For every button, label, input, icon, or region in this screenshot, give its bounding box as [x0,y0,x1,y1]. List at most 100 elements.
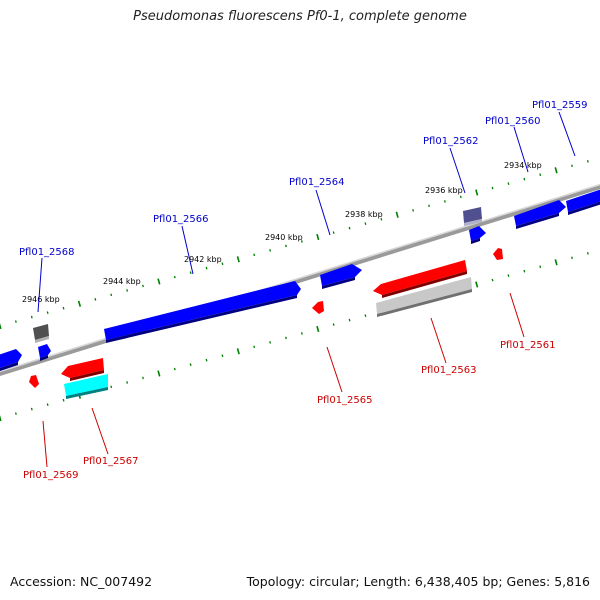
minor-tick [142,376,144,380]
minor-tick [94,298,97,301]
minor-tick [332,323,335,326]
minor-tick [110,385,113,389]
minor-tick [491,278,494,282]
minor-tick [253,253,256,257]
minor-tick [189,271,192,274]
gene-pfl01-2563[interactable] [373,260,467,298]
minor-tick [110,293,113,297]
scale-label: 2936 kbp [425,186,463,195]
minor-tick [507,182,510,185]
minor-tick [221,354,224,358]
major-tick [554,167,558,174]
gene-label[interactable]: Pfl01_2559 [532,100,588,111]
gene-pfl01-2568[interactable] [38,344,51,361]
gene-pfl01-2565[interactable] [312,301,324,314]
gene-pfl01-2559[interactable] [566,188,600,215]
gene-dark-block[interactable] [33,324,49,343]
minor-tick [539,173,542,177]
minor-tick [173,367,176,371]
minor-tick [126,289,129,292]
major-tick [77,300,82,307]
major-tick [0,414,2,422]
gene-pfl01-2562[interactable] [469,226,486,244]
leader-lines [37,111,576,468]
gene-pfl01-2561[interactable] [493,248,503,260]
minor-tick [126,381,129,384]
major-tick [316,325,320,333]
minor-tick [62,398,65,402]
minor-tick [253,345,256,349]
minor-tick [459,195,462,199]
backbone [0,183,600,377]
major-tick [475,189,479,196]
minor-tick [285,336,287,340]
accession-text: Accession: NC_007492 [10,574,153,589]
gene-label[interactable]: Pfl01_2563 [421,365,477,376]
gene-pfl01-2560[interactable] [514,200,566,229]
minor-tick [348,226,351,230]
lower-tick-track [0,252,589,422]
minor-tick [571,164,573,168]
scale-label: 2942 kbp [184,255,222,264]
upper-tick-track [0,160,589,330]
map-title: Pseudomonas fluorescens Pf0-1, complete … [133,9,467,24]
gene-label[interactable]: Pfl01_2569 [23,470,79,481]
major-tick [157,370,161,377]
scale-label: 2946 kbp [22,295,60,304]
scale-label: 2934 kbp [504,161,542,170]
minor-tick [364,222,367,225]
gene-label[interactable]: Pfl01_2567 [83,456,139,467]
minor-tick [62,306,65,310]
minor-tick [189,363,192,366]
gene-pfl01-2566[interactable] [104,281,301,343]
gene-label[interactable]: Pfl01_2566 [153,214,209,225]
gene-purple-block[interactable] [463,207,482,226]
minor-tick [332,231,335,234]
minor-tick [269,341,272,344]
gene-forward-arrow[interactable] [0,349,22,372]
gene-label[interactable]: Pfl01_2562 [423,136,479,147]
gene-pfl01-2569[interactable] [29,375,39,388]
major-tick [157,278,161,285]
scale-label: 2940 kbp [265,233,303,242]
gene-label[interactable]: Pfl01_2568 [19,247,75,258]
forward-genes [0,188,600,372]
minor-tick [380,217,383,221]
minor-tick [46,311,49,314]
minor-tick [205,266,208,270]
minor-tick [491,186,494,190]
gene-label[interactable]: Pfl01_2561 [500,340,556,351]
minor-tick [586,252,589,255]
minor-tick [523,177,526,181]
minor-tick [571,256,573,260]
gene-pfl01-2567[interactable] [61,358,104,381]
genome-stats-text: Topology: circular; Length: 6,438,405 bp… [246,574,590,589]
minor-tick [30,407,33,411]
gene-label[interactable]: Pfl01_2560 [485,116,541,127]
minor-tick [428,204,430,208]
gene-pfl01-2564[interactable] [320,264,362,289]
forward-gene-labels: Pfl01_2568 Pfl01_2566 Pfl01_2564 Pfl01_2… [19,100,588,258]
minor-tick [586,160,589,163]
scale-label: 2944 kbp [103,277,141,286]
pseudogene-block-gray[interactable] [376,277,472,317]
major-tick [475,281,479,288]
major-tick [554,259,558,266]
minor-tick [14,412,17,415]
major-tick [316,233,320,241]
rna-block-cyan[interactable] [64,374,108,399]
scale-label: 2938 kbp [345,210,383,219]
gene-label[interactable]: Pfl01_2565 [317,395,373,406]
minor-tick [221,262,224,266]
major-tick [236,348,240,355]
reverse-genes [29,248,503,399]
minor-tick [269,249,272,252]
minor-tick [285,244,287,248]
minor-tick [364,314,367,317]
gene-label[interactable]: Pfl01_2564 [289,177,345,188]
major-tick [395,211,399,218]
minor-tick [523,269,526,273]
minor-tick [205,358,208,362]
